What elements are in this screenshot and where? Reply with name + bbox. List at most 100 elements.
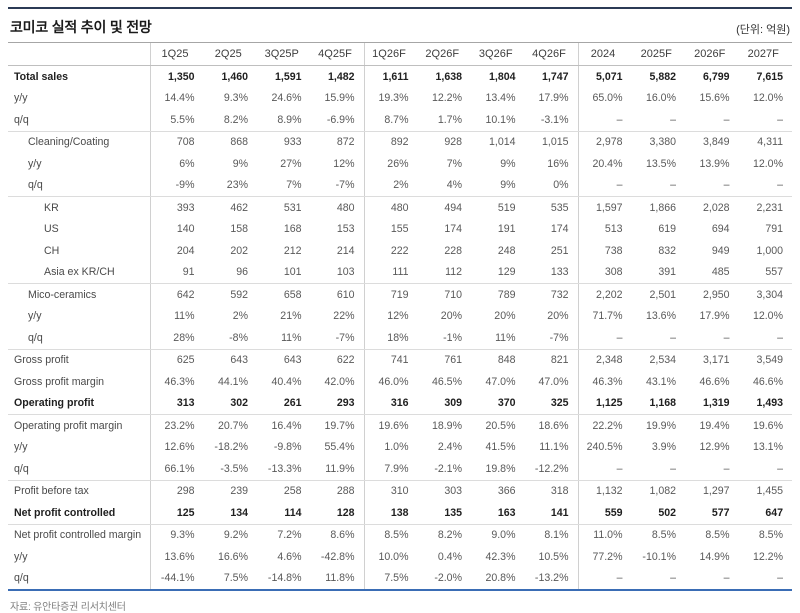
cell: 20.4% (577, 153, 632, 175)
cell: 625 (176, 354, 195, 367)
cell: 1,611 (363, 65, 418, 88)
cell: 732 (550, 288, 569, 301)
cell: 14.9% (699, 550, 730, 563)
cell: 191 (497, 223, 516, 236)
cell: 303 (444, 485, 462, 498)
cell: 738 (577, 240, 632, 262)
cell: 8.7% (363, 109, 418, 132)
row-label: Net profit controlled (8, 502, 151, 525)
cell: 155 (363, 218, 418, 240)
cell: 1,804 (488, 70, 516, 83)
cell: 13.9% (699, 157, 730, 170)
column-header: 2027F (738, 43, 792, 66)
cell: 1.7% (417, 109, 471, 132)
cell: 821 (550, 354, 569, 367)
cell: -7% (310, 327, 364, 350)
table-row: y/y 6% 9% 27% 12% 26% 7% 9% 16% 20.4% 13.5% 13.9% 12… (8, 153, 792, 175)
cell: – (631, 174, 685, 197)
cell: 513 (577, 218, 632, 240)
cell: 11.9% (310, 458, 364, 481)
cell: – (738, 567, 792, 591)
cell: 1,350 (167, 70, 195, 83)
cell: 214 (336, 244, 355, 257)
cell: 1,000 (756, 244, 783, 257)
cell: 46.0% (363, 371, 418, 393)
cell: 12.0% (752, 157, 783, 170)
cell: 14.4% (164, 92, 195, 105)
cell: 592 (230, 288, 248, 301)
cell: 1,014 (488, 136, 516, 149)
cell: 174 (550, 223, 569, 236)
cell: 20% (440, 310, 462, 323)
cell: 1.0% (363, 436, 418, 458)
cell: 366 (497, 485, 516, 498)
cell: 8.9% (257, 109, 311, 132)
cell: 610 (336, 288, 355, 301)
cell: – (685, 458, 739, 481)
cell: 16.4% (271, 419, 302, 432)
cell: 28% (150, 327, 204, 350)
cell: 168 (283, 223, 302, 236)
unit-label: (단위: 억원) (736, 24, 790, 36)
cell: 741 (363, 349, 418, 371)
row-label: Gross profit margin (8, 371, 151, 393)
cell: 2,231 (756, 201, 783, 214)
cell: 6% (179, 157, 195, 170)
row-label: Operating profit margin (8, 414, 151, 437)
cell: 1,297 (702, 485, 730, 498)
cell: 480 (336, 201, 355, 214)
cell: 8.5% (705, 529, 730, 542)
row-label: y/y (8, 305, 151, 327)
row-label: y/y (8, 546, 151, 568)
row-label: q/q (8, 567, 151, 591)
table-row: q/q 5.5% 8.2% 8.9% -6.9% 8.7% 1.7% 10.1% -3.1% – –… (8, 109, 792, 132)
title-bar: 코미코 실적 추이 및 전망 (단위: 억원) (8, 15, 792, 43)
row-label: q/q (8, 109, 151, 132)
table-header: 1Q25 2Q25 3Q25P 4Q25F 1Q26F 2Q26F 3Q26F 4Q26F 20… (8, 43, 792, 66)
cell: 46.6% (699, 375, 730, 388)
cell: 2,348 (577, 349, 632, 371)
cell: 308 (577, 261, 632, 284)
column-header: 2Q26F (417, 43, 471, 66)
cell: – (738, 174, 792, 197)
cell: 370 (471, 392, 525, 415)
table-row: Operating profit margin 23.2% 20.7% 16.4% 19… (8, 414, 792, 437)
cell: 293 (310, 392, 364, 415)
cell: 1,747 (541, 70, 569, 83)
cell: -7% (310, 174, 364, 197)
row-label: Net profit controlled margin (8, 524, 151, 546)
cell: 91 (150, 261, 204, 284)
cell: 761 (444, 354, 462, 367)
column-header: 4Q25F (310, 43, 364, 66)
cell: 658 (283, 288, 302, 301)
cell: – (685, 109, 739, 132)
cell: 494 (444, 201, 462, 214)
cell: 96 (203, 261, 257, 284)
cell: 23.2% (164, 419, 195, 432)
cell: 928 (444, 136, 462, 149)
cell: 1,460 (221, 70, 248, 83)
row-label: q/q (8, 458, 151, 481)
cell: 1,597 (577, 196, 632, 219)
table-row: y/y 13.6% 16.6% 4.6% -42.8% 10.0% 0.4% 42.3% 10.… (8, 546, 792, 568)
cell: 7.5% (203, 567, 257, 591)
cell: 12.0% (752, 92, 783, 105)
cell: 2,534 (649, 354, 676, 367)
cell: 9.3% (223, 92, 248, 105)
cell: 485 (685, 261, 739, 284)
cell: 2% (363, 174, 418, 197)
cell: 288 (336, 485, 355, 498)
cell: 11% (257, 327, 311, 350)
cell: 3,380 (649, 136, 676, 149)
cell: 949 (711, 244, 730, 257)
row-label: CH (8, 240, 151, 262)
cell: – (577, 567, 632, 591)
table-row: Asia ex KR/CH 91 96 101 103 111 112 129 133 308 39… (8, 261, 792, 284)
cell: 19.9% (645, 419, 676, 432)
cell: 619 (658, 223, 676, 236)
cell: 13.6% (164, 550, 195, 563)
cell: 103 (310, 261, 364, 284)
cell: -12.2% (524, 458, 578, 481)
cell: 71.7% (577, 305, 632, 327)
cell: -2.1% (417, 458, 471, 481)
